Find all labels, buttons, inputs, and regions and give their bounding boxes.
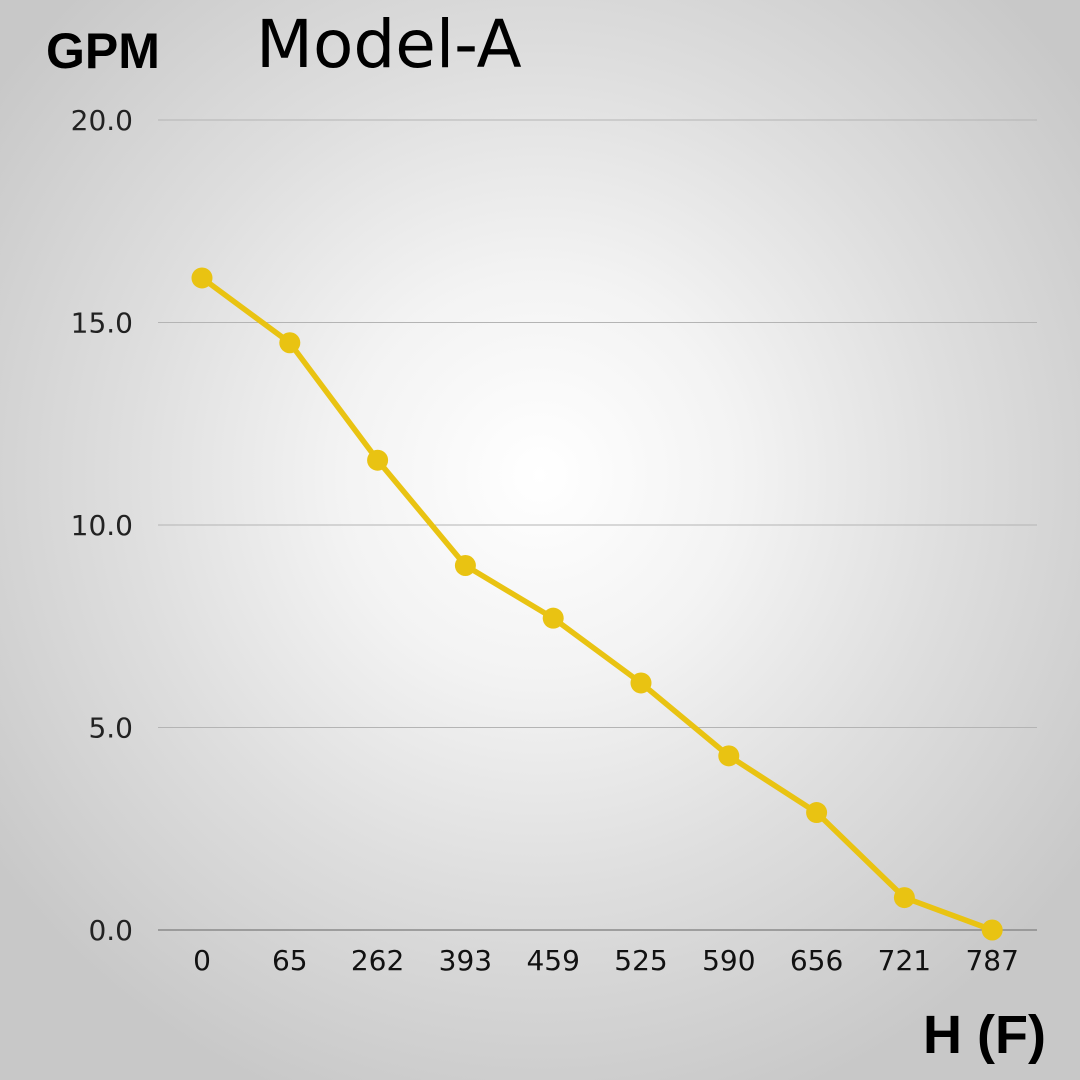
data-series xyxy=(191,267,1003,941)
data-point xyxy=(718,745,740,767)
data-point xyxy=(279,332,301,354)
x-tick-label: 0 xyxy=(193,944,211,977)
x-tick-label: 787 xyxy=(965,944,1018,977)
data-point xyxy=(191,267,213,289)
data-point xyxy=(893,887,915,909)
x-tick-label: 65 xyxy=(272,944,308,977)
data-point xyxy=(542,607,564,629)
y-tick-labels: 0.0 5.0 10.0 15.0 20.0 xyxy=(71,104,133,947)
y-tick-label: 20.0 xyxy=(71,104,133,137)
x-axis-label: H (F) xyxy=(923,1005,1046,1065)
y-axis-label: GPM xyxy=(46,23,160,79)
gridlines xyxy=(158,119,1037,931)
chart-title: Model-A xyxy=(256,6,522,83)
data-point xyxy=(981,919,1003,941)
data-point xyxy=(806,802,828,824)
y-tick-label: 5.0 xyxy=(88,712,133,745)
data-point xyxy=(630,672,652,694)
x-tick-labels: 0 65 262 393 459 525 590 656 721 787 xyxy=(193,944,1019,977)
data-point xyxy=(454,555,476,576)
series-line xyxy=(199,275,995,933)
x-tick-label: 459 xyxy=(526,944,579,977)
x-tick-label: 656 xyxy=(790,944,843,977)
x-tick-label: 590 xyxy=(702,944,755,977)
x-tick-label: 262 xyxy=(351,944,404,977)
y-tick-label: 0.0 xyxy=(88,914,133,947)
y-tick-label: 10.0 xyxy=(71,509,133,542)
x-tick-label: 721 xyxy=(878,944,931,977)
data-point xyxy=(367,449,389,471)
x-tick-label: 393 xyxy=(439,944,492,977)
y-tick-label: 15.0 xyxy=(71,307,133,340)
x-tick-label: 525 xyxy=(614,944,667,977)
